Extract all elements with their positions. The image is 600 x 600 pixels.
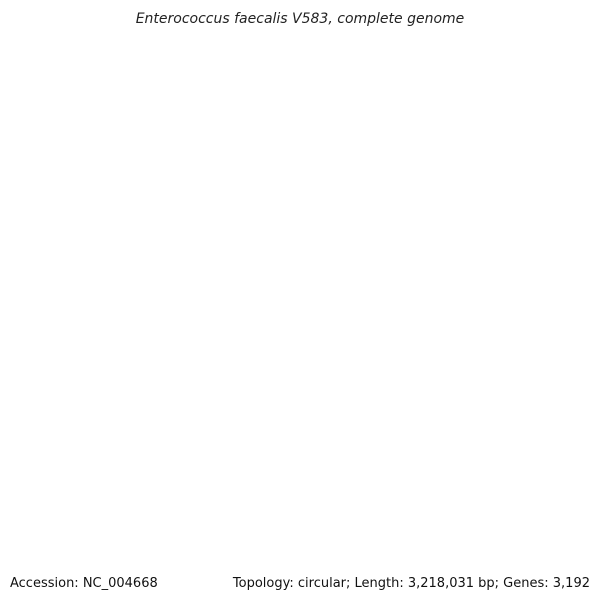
map-title: Enterococcus faecalis V583, complete gen… [136,11,465,27]
topology-text: Topology: circular; Length: 3,218,031 bp… [232,576,590,591]
accession-text: Accession: NC_004668 [10,576,158,591]
